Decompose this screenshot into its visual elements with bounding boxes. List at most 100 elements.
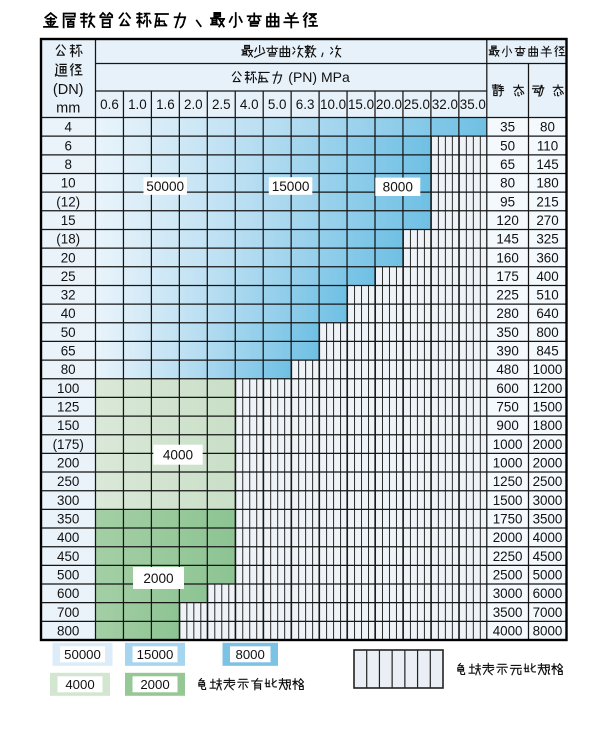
svg-text:600: 600 (496, 381, 518, 396)
svg-text:1200: 1200 (533, 381, 563, 396)
svg-text:4000: 4000 (163, 448, 194, 463)
svg-text:100: 100 (57, 381, 79, 396)
svg-text:15: 15 (61, 213, 76, 228)
svg-text:1250: 1250 (493, 474, 523, 489)
svg-text:10: 10 (61, 176, 76, 191)
svg-text:4000: 4000 (493, 623, 523, 638)
svg-text:2.5: 2.5 (212, 97, 231, 112)
svg-text:10.0: 10.0 (320, 97, 346, 112)
svg-text:1.0: 1.0 (128, 97, 147, 112)
svg-text:(PN) MPa: (PN) MPa (288, 69, 350, 85)
svg-text:800: 800 (536, 325, 558, 340)
svg-text:8: 8 (64, 157, 71, 172)
svg-text:50: 50 (500, 138, 515, 153)
svg-text:3000: 3000 (533, 493, 563, 508)
svg-text:280: 280 (496, 306, 518, 321)
svg-text:95: 95 (500, 194, 515, 209)
svg-text:250: 250 (57, 474, 79, 489)
svg-text:2500: 2500 (493, 567, 523, 582)
svg-text:7000: 7000 (533, 605, 563, 620)
svg-text:20.0: 20.0 (376, 97, 402, 112)
svg-text:180: 180 (536, 176, 558, 191)
svg-text:3000: 3000 (493, 586, 523, 601)
svg-text:65: 65 (61, 344, 76, 359)
svg-text:50000: 50000 (64, 647, 101, 662)
svg-text:500: 500 (57, 567, 79, 582)
svg-text:0.6: 0.6 (100, 97, 119, 112)
svg-text:800: 800 (57, 623, 79, 638)
svg-text:80: 80 (500, 176, 515, 191)
svg-text:640: 640 (536, 306, 558, 321)
svg-text:(175): (175) (53, 437, 84, 452)
svg-text:2500: 2500 (533, 474, 563, 489)
svg-text:4500: 4500 (533, 549, 563, 564)
svg-text:4.0: 4.0 (240, 97, 259, 112)
svg-text:80: 80 (61, 362, 76, 377)
svg-text:6000: 6000 (533, 586, 563, 601)
svg-text:700: 700 (57, 605, 79, 620)
svg-text:2000: 2000 (140, 677, 169, 692)
svg-text:80: 80 (540, 120, 555, 135)
svg-text:2000: 2000 (143, 571, 174, 586)
svg-text:200: 200 (57, 456, 79, 471)
svg-text:2.0: 2.0 (184, 97, 203, 112)
svg-text:6.3: 6.3 (296, 97, 315, 112)
svg-text:50: 50 (61, 325, 76, 340)
svg-text:480: 480 (496, 362, 518, 377)
svg-text:8000: 8000 (383, 180, 414, 195)
svg-text:3500: 3500 (493, 605, 523, 620)
svg-text:120: 120 (496, 213, 518, 228)
svg-text:50000: 50000 (146, 179, 184, 194)
svg-text:145: 145 (496, 232, 518, 247)
svg-text:20: 20 (61, 250, 76, 265)
svg-text:1750: 1750 (493, 512, 523, 527)
svg-text:5000: 5000 (533, 567, 563, 582)
svg-text:6: 6 (64, 138, 71, 153)
svg-text:160: 160 (496, 250, 518, 265)
svg-text:215: 215 (536, 194, 558, 209)
svg-text:1000: 1000 (493, 456, 523, 471)
svg-text:360: 360 (536, 250, 558, 265)
svg-text:125: 125 (57, 400, 79, 415)
svg-text:300: 300 (57, 493, 79, 508)
svg-text:4000: 4000 (533, 530, 563, 545)
svg-text:1.6: 1.6 (156, 97, 175, 112)
svg-text:8000: 8000 (236, 647, 265, 662)
svg-text:350: 350 (496, 325, 518, 340)
svg-text:40: 40 (61, 306, 76, 321)
svg-text:150: 150 (57, 418, 79, 433)
svg-text:(18): (18) (56, 232, 80, 247)
svg-text:270: 270 (536, 213, 558, 228)
svg-text:3500: 3500 (533, 512, 563, 527)
svg-text:(DN): (DN) (53, 82, 84, 98)
svg-text:4: 4 (64, 120, 72, 135)
svg-text:1000: 1000 (533, 362, 563, 377)
svg-text:450: 450 (57, 549, 79, 564)
svg-text:110: 110 (537, 138, 558, 153)
svg-text:600: 600 (57, 586, 79, 601)
svg-text:750: 750 (496, 400, 518, 415)
svg-text:35.0: 35.0 (460, 97, 486, 112)
svg-text:225: 225 (496, 288, 518, 303)
svg-text:400: 400 (536, 269, 558, 284)
svg-text:32.0: 32.0 (432, 97, 458, 112)
svg-text:1800: 1800 (533, 418, 563, 433)
svg-text:145: 145 (536, 157, 558, 172)
svg-text:15000: 15000 (272, 179, 310, 194)
svg-text:5.0: 5.0 (268, 97, 287, 112)
svg-text:2250: 2250 (493, 549, 523, 564)
svg-text:175: 175 (496, 269, 518, 284)
svg-text:15.0: 15.0 (348, 97, 374, 112)
svg-text:1500: 1500 (533, 400, 563, 415)
svg-text:4000: 4000 (65, 677, 94, 692)
svg-text:2000: 2000 (533, 437, 563, 452)
svg-text:1000: 1000 (493, 437, 523, 452)
svg-text:900: 900 (496, 418, 518, 433)
svg-text:mm: mm (56, 101, 80, 117)
svg-text:2000: 2000 (533, 456, 563, 471)
svg-text:350: 350 (57, 512, 79, 527)
svg-text:325: 325 (536, 232, 558, 247)
svg-text:25.0: 25.0 (404, 97, 430, 112)
svg-text:400: 400 (57, 530, 79, 545)
svg-text:845: 845 (536, 344, 558, 359)
